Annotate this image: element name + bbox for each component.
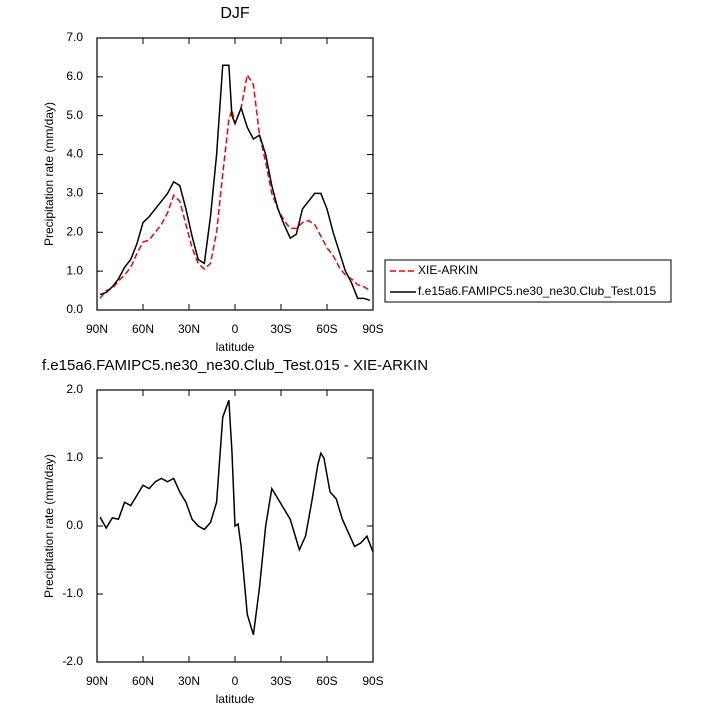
y-tick-label: 6.0: [66, 69, 83, 83]
y-tick-label: -2.0: [62, 654, 83, 668]
data-line: [99, 64, 371, 302]
x-tick-label: 60S: [316, 674, 337, 688]
chart-title: f.e15a6.FAMIPC5.ne30_ne30.Club_Test.015 …: [42, 357, 428, 374]
y-tick-label: 2.0: [66, 224, 83, 238]
legend-label: f.e15a6.FAMIPC5.ne30_ne30.Club_Test.015: [418, 284, 656, 298]
y-tick-label: -1.0: [62, 586, 83, 600]
x-tick-label: 30S: [270, 674, 291, 688]
y-axis-label: Precipitation rate (mm/day): [42, 454, 56, 598]
legend-label: XIE-ARKIN: [418, 263, 478, 277]
plot-frame: [96, 37, 374, 311]
y-tick-label: 5.0: [66, 108, 83, 122]
data-line: [99, 72, 371, 299]
x-tick-label: 30N: [178, 674, 200, 688]
x-tick-label: 60N: [132, 674, 154, 688]
x-tick-label: 90S: [362, 674, 383, 688]
x-tick-label: 60N: [132, 322, 154, 336]
y-axis-label: Precipitation rate (mm/day): [42, 102, 56, 246]
x-tick-label: 30S: [270, 322, 291, 336]
x-tick-label: 0: [232, 674, 239, 688]
x-axis-label: latitude: [216, 340, 255, 354]
y-tick-label: 1.0: [66, 450, 83, 464]
x-tick-label: 60S: [316, 322, 337, 336]
legend: XIE-ARKIN f.e15a6.FAMIPC5.ne30_ne30.Club_…: [384, 259, 672, 303]
y-tick-label: 4.0: [66, 147, 83, 161]
x-tick-label: 30N: [178, 322, 200, 336]
x-tick-label: 90S: [362, 322, 383, 336]
data-line: [99, 399, 374, 636]
x-tick-label: 90N: [86, 322, 108, 336]
y-tick-label: 7.0: [66, 30, 83, 44]
chart-title: DJF: [220, 5, 250, 22]
y-tick-label: 1.0: [66, 263, 83, 277]
x-tick-label: 90N: [86, 674, 108, 688]
x-tick-label: 0: [232, 322, 239, 336]
legend-box: [384, 259, 672, 303]
x-axis-label: latitude: [216, 692, 255, 706]
y-tick-label: 3.0: [66, 186, 83, 200]
y-tick-label: 0.0: [66, 518, 83, 532]
y-tick-label: 0.0: [66, 302, 83, 316]
y-tick-label: 2.0: [66, 382, 83, 396]
